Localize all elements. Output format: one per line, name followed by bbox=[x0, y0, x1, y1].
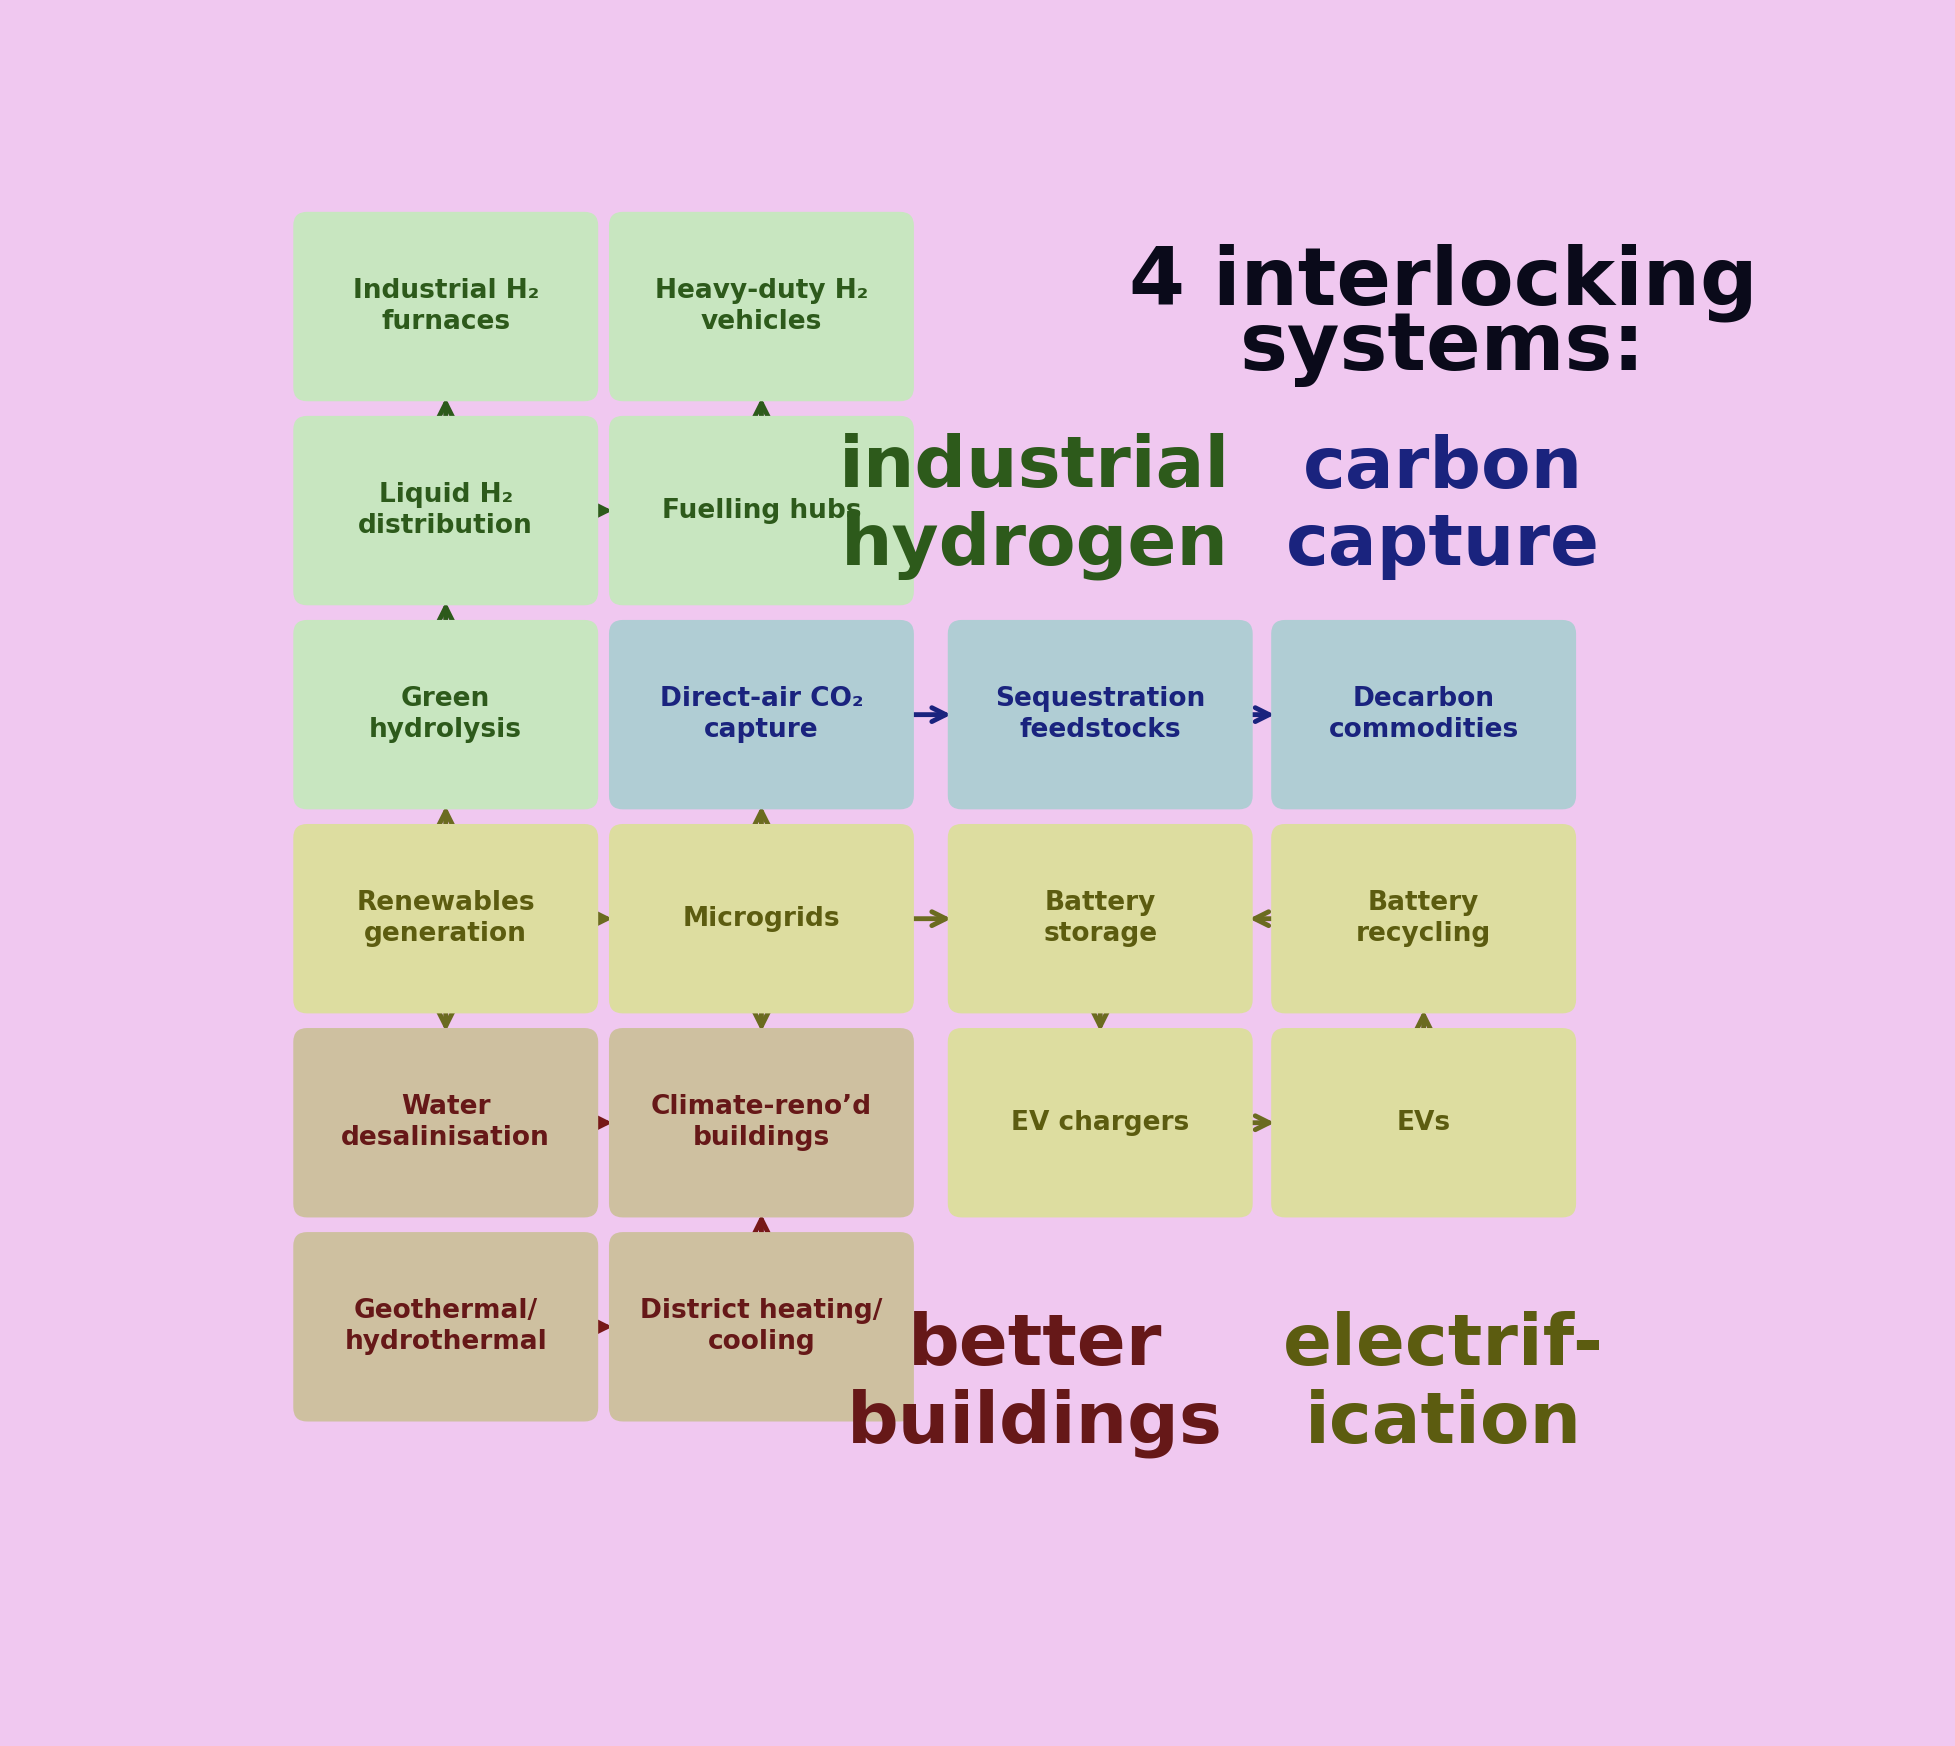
FancyBboxPatch shape bbox=[293, 824, 598, 1013]
FancyBboxPatch shape bbox=[608, 1233, 913, 1421]
FancyBboxPatch shape bbox=[948, 620, 1251, 810]
Text: Decarbon
commodities: Decarbon commodities bbox=[1327, 686, 1517, 744]
Text: Liquid H₂
distribution: Liquid H₂ distribution bbox=[358, 482, 534, 540]
Text: 4 interlocking: 4 interlocking bbox=[1128, 243, 1756, 321]
Text: EVs: EVs bbox=[1396, 1110, 1451, 1135]
Text: better
buildings: better buildings bbox=[847, 1311, 1222, 1458]
FancyBboxPatch shape bbox=[1271, 1028, 1576, 1217]
Text: Green
hydrolysis: Green hydrolysis bbox=[369, 686, 522, 744]
Text: Fuelling hubs: Fuelling hubs bbox=[661, 498, 860, 524]
FancyBboxPatch shape bbox=[608, 211, 913, 402]
FancyBboxPatch shape bbox=[293, 211, 598, 402]
Text: Heavy-duty H₂
vehicles: Heavy-duty H₂ vehicles bbox=[655, 278, 868, 335]
Text: Direct-air CO₂
capture: Direct-air CO₂ capture bbox=[659, 686, 862, 744]
Text: Microgrids: Microgrids bbox=[682, 906, 841, 932]
FancyBboxPatch shape bbox=[948, 824, 1251, 1013]
FancyBboxPatch shape bbox=[948, 1028, 1251, 1217]
Text: Battery
recycling: Battery recycling bbox=[1355, 890, 1490, 946]
Text: Geothermal/
hydrothermal: Geothermal/ hydrothermal bbox=[344, 1299, 547, 1355]
Text: Water
desalinisation: Water desalinisation bbox=[342, 1095, 549, 1151]
FancyBboxPatch shape bbox=[608, 824, 913, 1013]
Text: Renewables
generation: Renewables generation bbox=[356, 890, 536, 946]
Text: Battery
storage: Battery storage bbox=[1042, 890, 1157, 946]
FancyBboxPatch shape bbox=[293, 416, 598, 606]
Text: systems:: systems: bbox=[1239, 309, 1644, 388]
Text: Climate-reno’d
buildings: Climate-reno’d buildings bbox=[651, 1095, 872, 1151]
Text: electrif-
ication: electrif- ication bbox=[1282, 1311, 1603, 1458]
Text: EV chargers: EV chargers bbox=[1011, 1110, 1189, 1135]
FancyBboxPatch shape bbox=[608, 1028, 913, 1217]
FancyBboxPatch shape bbox=[1271, 824, 1576, 1013]
Text: carbon
capture: carbon capture bbox=[1284, 433, 1599, 580]
FancyBboxPatch shape bbox=[1271, 620, 1576, 810]
Text: industrial
hydrogen: industrial hydrogen bbox=[839, 433, 1230, 580]
FancyBboxPatch shape bbox=[293, 620, 598, 810]
FancyBboxPatch shape bbox=[293, 1233, 598, 1421]
Text: Sequestration
feedstocks: Sequestration feedstocks bbox=[995, 686, 1204, 744]
FancyBboxPatch shape bbox=[293, 1028, 598, 1217]
FancyBboxPatch shape bbox=[608, 416, 913, 606]
FancyBboxPatch shape bbox=[608, 620, 913, 810]
Text: District heating/
cooling: District heating/ cooling bbox=[639, 1299, 882, 1355]
Text: Industrial H₂
furnaces: Industrial H₂ furnaces bbox=[352, 278, 538, 335]
